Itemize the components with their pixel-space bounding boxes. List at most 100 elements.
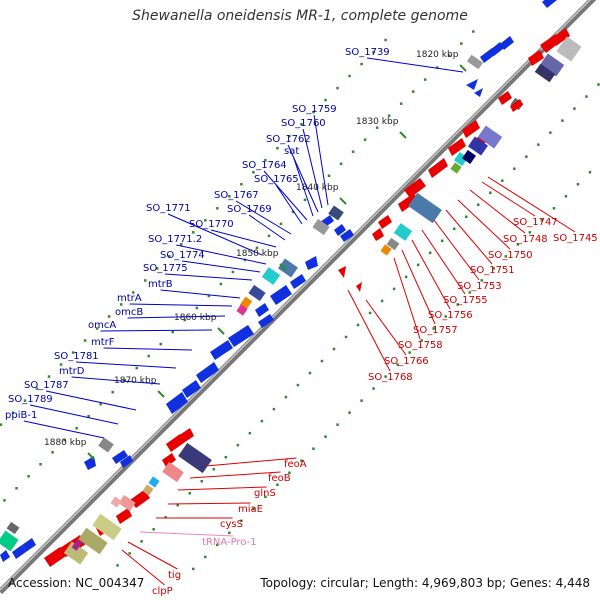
gene-label-SO_1756[interactable]: SO_1756	[428, 310, 473, 321]
gene-label-mtrD[interactable]: mtrD	[59, 366, 85, 377]
gene-feature[interactable]	[356, 282, 362, 292]
gene-feature[interactable]	[340, 229, 354, 242]
gene-label-SO_1766[interactable]: SO_1766	[384, 356, 429, 367]
gene-label-SO_1789[interactable]: SO_1789	[8, 394, 53, 405]
gene-label-mtrA[interactable]: mtrA	[117, 293, 142, 304]
gene-label-SO_1768[interactable]: SO_1768	[368, 372, 413, 383]
gene-feature[interactable]	[210, 340, 233, 360]
gene-feature[interactable]	[178, 428, 194, 444]
skew-dot	[23, 399, 27, 402]
forward-strand-features[interactable]	[0, 0, 557, 562]
gene-label-SO_1750[interactable]: SO_1750	[488, 250, 533, 261]
gene-feature[interactable]	[500, 36, 514, 50]
gene-label-SO_1787[interactable]: SO_1787	[24, 380, 69, 391]
gene-label-miaE[interactable]: miaE	[238, 504, 263, 515]
skew-dot	[416, 263, 420, 267]
gene-label-SO_1771[interactable]: SO_1771	[146, 203, 191, 214]
gene-label-tig[interactable]: tig	[168, 570, 181, 581]
gene-label-clpP[interactable]: clpP	[152, 586, 173, 597]
skew-dot	[540, 219, 544, 222]
gene-label-omcA[interactable]: omcA	[88, 320, 116, 331]
gene-feature[interactable]	[528, 50, 544, 66]
gene-feature[interactable]	[466, 79, 478, 90]
gene-leader-line	[433, 219, 480, 281]
skew-dot	[284, 395, 288, 399]
gene-feature[interactable]	[398, 193, 418, 212]
gene-label-SO_1758[interactable]: SO_1758	[398, 340, 443, 351]
gene-feature[interactable]	[462, 120, 480, 138]
gene-label-SO_1757[interactable]: SO_1757	[413, 325, 458, 336]
gene-label-SO_1774[interactable]: SO_1774	[160, 250, 205, 261]
gene-label-SO_1765[interactable]: SO_1765	[254, 174, 299, 185]
genome-summary: Topology: circular; Length: 4,969,803 bp…	[260, 576, 590, 590]
gene-feature[interactable]	[44, 547, 66, 567]
gene-label-SO_1760[interactable]: SO_1760	[281, 118, 326, 129]
gene-label-feoB[interactable]: feoB	[268, 473, 291, 484]
gene-label-SO_1775[interactable]: SO_1775	[143, 263, 188, 274]
skew-dot	[348, 411, 351, 414]
gene-label-SO_1769[interactable]: SO_1769	[227, 204, 272, 215]
gene-feature[interactable]	[428, 158, 448, 178]
gene-label-sat[interactable]: sat	[284, 146, 299, 157]
gene-feature[interactable]	[510, 99, 523, 112]
gene-label-SO_1771.2[interactable]: SO_1771.2	[148, 234, 202, 245]
skew-dot	[368, 311, 372, 315]
gene-label-SO_1745[interactable]: SO_1745	[553, 233, 598, 244]
gene-feature[interactable]	[116, 508, 132, 524]
gene-feature[interactable]	[228, 325, 254, 347]
gene-feature[interactable]	[542, 0, 557, 8]
gene-label-cysS[interactable]: cysS	[220, 519, 243, 530]
gene-label-SO_1739[interactable]: SO_1739	[345, 47, 390, 58]
gene-feature[interactable]	[372, 228, 384, 241]
gene-label-SO_1759[interactable]: SO_1759	[292, 104, 337, 115]
skew-dot	[288, 134, 291, 138]
gene-label-mtrF[interactable]: mtrF	[91, 337, 115, 348]
gene-leader-line	[177, 486, 267, 491]
gene-label-SO_1762[interactable]: SO_1762	[266, 134, 311, 145]
gene-feature[interactable]	[270, 285, 292, 305]
gene-feature[interactable]	[196, 362, 219, 383]
gene-feature[interactable]	[0, 550, 10, 562]
gene-feature[interactable]	[552, 28, 570, 46]
gene-feature[interactable]	[448, 138, 466, 156]
gene-feature[interactable]	[498, 91, 512, 105]
gene-feature[interactable]	[404, 178, 426, 198]
gene-label-SO_1767[interactable]: SO_1767	[214, 190, 259, 201]
gene-feature[interactable]	[162, 453, 176, 467]
gene-label-SO_1751[interactable]: SO_1751	[470, 265, 515, 276]
gene-feature[interactable]	[182, 380, 201, 398]
gene-feature[interactable]	[166, 392, 188, 414]
gene-label-SO_1764[interactable]: SO_1764	[242, 160, 287, 171]
gene-feature[interactable]	[378, 215, 392, 229]
gene-label-glnS[interactable]: glnS	[254, 488, 276, 499]
gene-label-ppiB-1[interactable]: ppiB-1	[5, 410, 37, 421]
gene-leader-line	[347, 289, 391, 372]
gene-leader-line	[165, 273, 253, 281]
gene-feature[interactable]	[112, 450, 128, 464]
gene-label-SO_1747[interactable]: SO_1747	[513, 217, 558, 228]
gene-feature[interactable]	[22, 538, 36, 552]
gene-label-mtrB[interactable]: mtrB	[148, 279, 173, 290]
gene-feature[interactable]	[334, 224, 346, 236]
gene-label-feoA[interactable]: feoA	[284, 459, 307, 470]
skew-dot	[452, 227, 456, 231]
gene-feature[interactable]	[12, 545, 26, 559]
gene-feature[interactable]	[258, 314, 274, 328]
gene-label-SO_1770[interactable]: SO_1770	[189, 219, 234, 230]
gene-label-SO_1755[interactable]: SO_1755	[443, 295, 488, 306]
gene-feature[interactable]	[290, 274, 306, 289]
gene-label-omcB[interactable]: omcB	[115, 307, 143, 318]
gene-feature[interactable]	[490, 42, 504, 56]
gene-label-tRNA-Pro-1[interactable]: tRNA-Pro-1	[202, 537, 257, 548]
gene-label-SO_1753[interactable]: SO_1753	[457, 281, 502, 292]
gene-feature[interactable]	[84, 456, 96, 470]
gene-feature[interactable]	[474, 88, 483, 97]
gene-leader-line	[287, 144, 319, 213]
gene-feature[interactable]	[305, 256, 318, 270]
gene-label-SO_1781[interactable]: SO_1781	[54, 351, 99, 362]
gene-feature[interactable]	[120, 455, 133, 468]
gene-feature[interactable]	[255, 303, 269, 317]
gene-feature[interactable]	[338, 266, 346, 278]
gene-label-SO_1748[interactable]: SO_1748	[503, 234, 548, 245]
